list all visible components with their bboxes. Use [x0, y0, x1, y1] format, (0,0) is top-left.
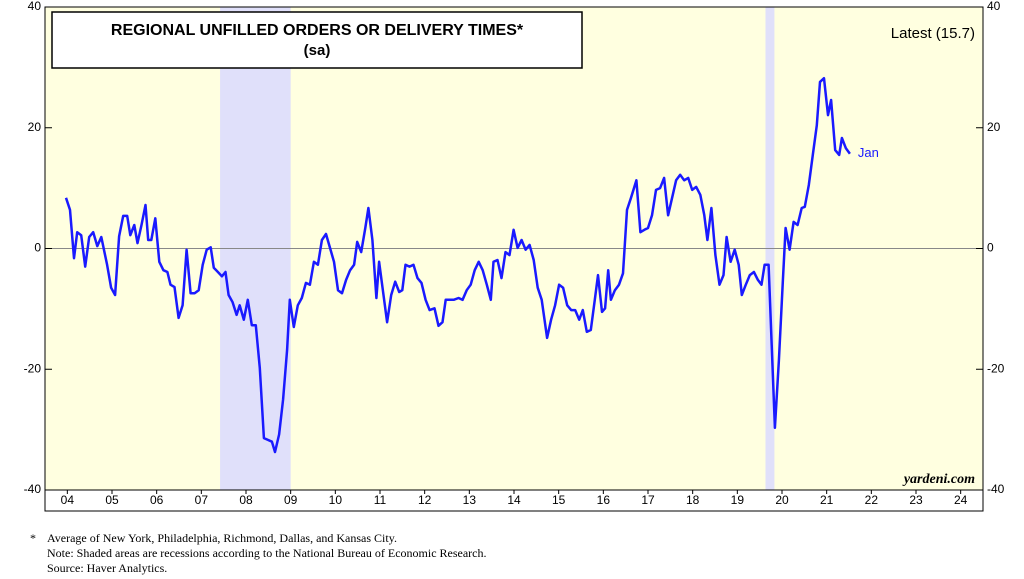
x-tick-label: 07: [195, 493, 209, 507]
x-tick-label: 21: [820, 493, 834, 507]
footnote-marker: *: [30, 531, 36, 545]
y2-tick-label: 40: [987, 0, 1001, 13]
source-mark: yardeni.com: [902, 472, 975, 487]
y2-tick-label: 0: [987, 241, 994, 255]
x-tick-label: 06: [150, 493, 164, 507]
y2-tick-label: -40: [987, 482, 1005, 496]
x-tick-label: 15: [552, 493, 566, 507]
y-tick-label: -40: [24, 482, 42, 496]
x-tick-label: 10: [329, 493, 343, 507]
x-tick-label: 19: [731, 493, 745, 507]
footnote: Source: Haver Analytics.: [47, 561, 167, 575]
x-tick-label: 05: [105, 493, 119, 507]
chart-title: REGIONAL UNFILLED ORDERS OR DELIVERY TIM…: [111, 22, 524, 39]
chart-subtitle: (sa): [304, 42, 331, 59]
x-tick-label: 04: [61, 493, 75, 507]
x-tick-label: 12: [418, 493, 432, 507]
footnote: Note: Shaded areas are recessions accord…: [47, 546, 487, 560]
x-tick-label: 11: [374, 493, 387, 507]
x-tick-label: 20: [775, 493, 789, 507]
x-tick-label: 18: [686, 493, 700, 507]
y2-tick-label: 20: [987, 120, 1001, 134]
y-tick-label: 40: [28, 0, 42, 13]
y-tick-label: -20: [24, 361, 42, 375]
title-box: [51, 11, 583, 69]
x-tick-label: 16: [597, 493, 611, 507]
x-tick-label: 17: [641, 493, 655, 507]
x-tick-label: 22: [865, 493, 879, 507]
latest-annotation: Latest (15.7): [891, 25, 975, 42]
y-tick-label: 0: [34, 241, 41, 255]
x-tick-label: 23: [909, 493, 923, 507]
y2-tick-label: -20: [987, 361, 1005, 375]
x-tick-label: 14: [507, 493, 521, 507]
x-tick-label: 08: [239, 493, 253, 507]
y-tick-label: 20: [28, 120, 42, 134]
x-tick-label: 24: [954, 493, 968, 507]
last-point-label: Jan: [858, 145, 879, 160]
x-tick-label: 09: [284, 493, 298, 507]
footnote: Average of New York, Philadelphia, Richm…: [47, 531, 397, 545]
data-line: [64, 76, 851, 454]
x-tick-label: 13: [463, 493, 477, 507]
